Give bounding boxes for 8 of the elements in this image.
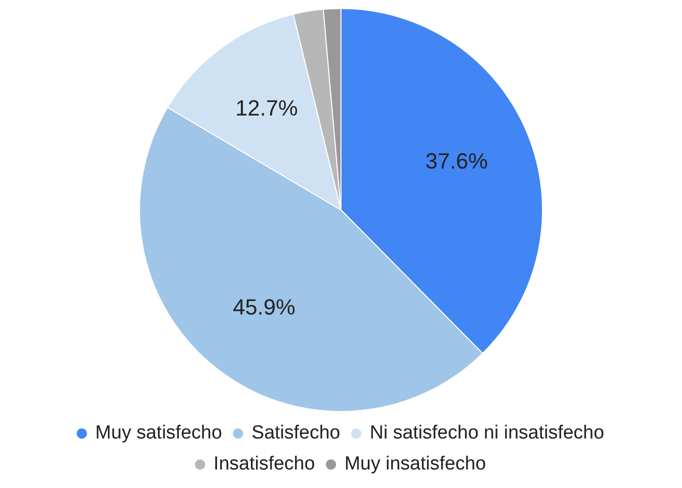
- legend-label: Satisfecho: [252, 422, 340, 444]
- legend-label: Insatisfecho: [214, 454, 315, 475]
- data-label: 45.9%: [232, 294, 296, 320]
- legend-label: Muy satisfecho: [95, 422, 222, 444]
- data-label: 12.7%: [235, 96, 298, 121]
- legend-label: Muy insatisfecho: [344, 454, 486, 475]
- legend-label: Ni satisfecho ni insatisfecho: [370, 422, 604, 444]
- data-label: 37.6%: [425, 148, 488, 174]
